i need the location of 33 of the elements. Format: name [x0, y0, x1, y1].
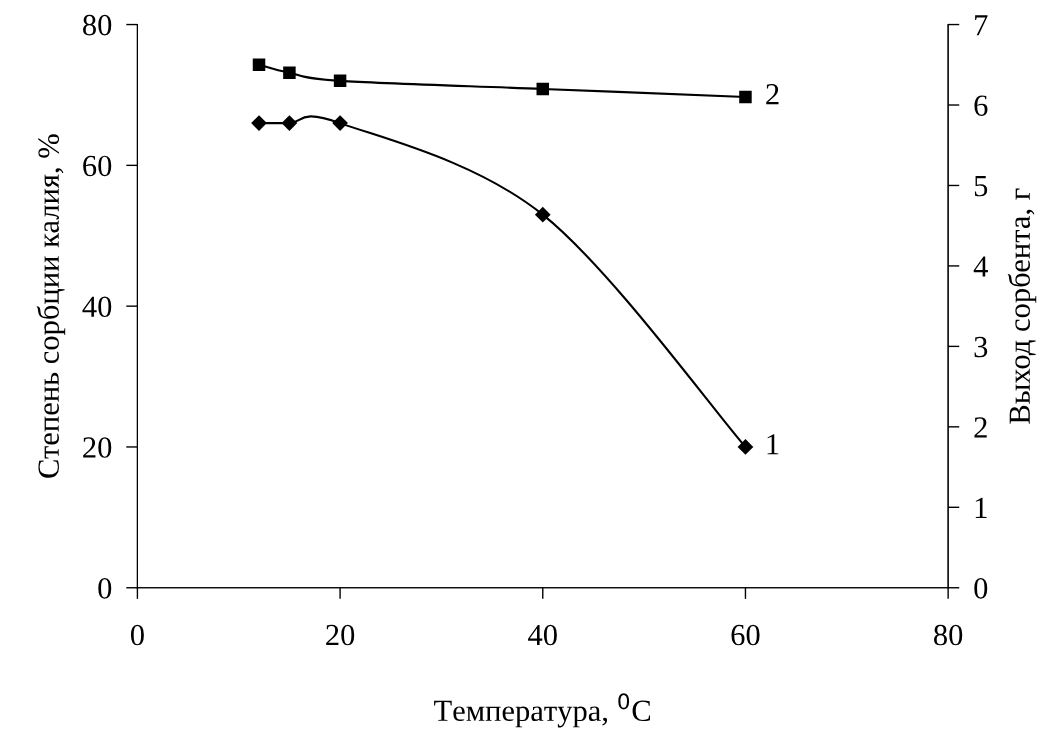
y-tick-label: 80: [83, 14, 112, 36]
point: [252, 58, 266, 72]
y2-tick-label: 1: [975, 497, 987, 518]
series-label: 1: [767, 434, 779, 455]
series-label: 2: [766, 84, 779, 105]
x-tick-label: 40: [528, 624, 557, 646]
x-tick-label: 80: [934, 624, 963, 646]
y-tick-label: 60: [83, 155, 112, 177]
y2-tick-label: 6: [974, 95, 988, 116]
y-tick-label: 20: [83, 437, 112, 458]
y2-tick-label: 2: [974, 417, 987, 438]
point: [281, 115, 298, 131]
y2-tick-label: 4: [973, 256, 988, 277]
y2-tick-label: 3: [974, 336, 988, 358]
point: [251, 115, 267, 131]
point: [333, 74, 347, 88]
point: [739, 90, 752, 104]
point: [536, 82, 550, 96]
y2-tick-label: 0: [974, 578, 988, 599]
x-axis-title: Температура, $^{0}$C: [434, 693, 651, 728]
y-tick-label: 40: [82, 296, 112, 318]
y2-axis-title: Выход сорбента, г: [1007, 188, 1037, 424]
x-tick-label: 0: [130, 624, 144, 646]
x-tick-label: 20: [326, 624, 355, 646]
y2-tick-label: 5: [974, 176, 988, 197]
point: [283, 66, 296, 80]
point: [737, 439, 754, 455]
y-axis-title: Степень сорбции калия, %: [36, 134, 66, 478]
point: [332, 115, 348, 131]
point: [534, 206, 551, 223]
x-tick-label: 60: [731, 624, 760, 646]
y2-tick-label: 7: [975, 15, 988, 36]
y-tick-label: 0: [98, 578, 112, 599]
